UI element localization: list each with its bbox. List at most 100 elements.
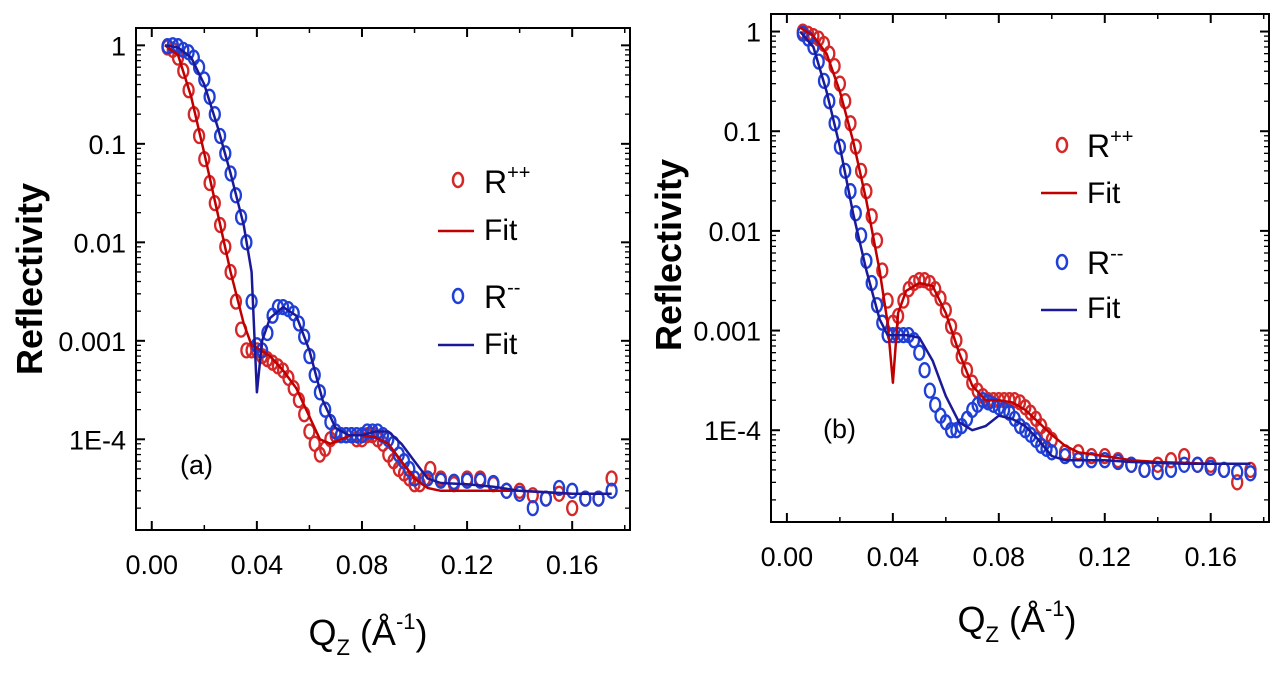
data-point-r-plus — [897, 292, 910, 309]
fit-line-fit-minus — [799, 30, 1251, 466]
data-point-r-plus — [918, 272, 931, 289]
data-point-r-minus — [605, 482, 618, 499]
data-point-r-minus — [907, 332, 921, 349]
legend-marker-r-plus — [1055, 136, 1069, 154]
x-tick-label: 0.08 — [336, 550, 389, 580]
data-point-r-minus — [982, 394, 995, 411]
data-point-r-minus — [229, 187, 243, 204]
x-axis-label-unit: (Å — [999, 599, 1045, 640]
y-tick-label: 0.1 — [723, 117, 761, 147]
y-tick-label: 0.01 — [73, 228, 126, 258]
data-point-r-plus — [934, 290, 947, 307]
data-point-r-minus — [817, 72, 831, 90]
data-point-r-minus — [1125, 456, 1138, 473]
legend-label-fit-plus: Fit — [484, 214, 518, 247]
legend-label-r-minus: R-- — [1087, 243, 1123, 281]
legend-entry-fit-minus: Fit — [438, 328, 518, 361]
series-layer — [796, 23, 1257, 491]
legend: R++ Fit R-- Fit — [1041, 126, 1133, 325]
legend-marker-r-minus — [451, 287, 465, 305]
data-point-r-minus — [913, 344, 926, 361]
data-point-r-minus — [526, 499, 539, 517]
data-point-r-minus — [1231, 463, 1244, 481]
legend-entry-fit-plus: Fit — [1041, 177, 1121, 210]
chart-panel-b: 0.00 0.04 0.08 0.12 0.16 1 0.1 0.01 0.001 1E-4 Re… — [648, 13, 1270, 647]
legend-label-fit-minus: Fit — [484, 328, 518, 361]
panel-label: (b) — [823, 414, 856, 444]
x-axis-label-close: ) — [416, 612, 428, 653]
legend-entry-r-minus: R-- — [451, 277, 520, 315]
legend-label-fit-plus: Fit — [1087, 177, 1121, 210]
x-tick-label: 0.08 — [973, 542, 1026, 572]
x-axis-label-main: Q — [957, 599, 985, 640]
data-point-r-minus — [292, 315, 306, 332]
data-point-r-minus — [918, 362, 931, 379]
data-point-r-plus — [287, 380, 300, 397]
legend-marker-r-minus — [1055, 253, 1069, 271]
data-point-r-minus — [807, 38, 820, 56]
legend-entry-r-plus: R++ — [451, 162, 530, 200]
x-axis-label-main: Q — [308, 612, 336, 653]
legend-label-r-plus-sup: ++ — [507, 162, 530, 184]
legend-label-r-plus: R++ — [1087, 126, 1133, 164]
y-tick-label: 0.001 — [58, 327, 126, 357]
data-point-r-plus — [224, 263, 237, 281]
data-point-r-plus — [605, 470, 618, 487]
data-point-r-plus — [526, 487, 539, 504]
data-point-r-minus — [1138, 461, 1151, 479]
legend-label-fit-minus: Fit — [1087, 292, 1121, 325]
data-point-r-minus — [566, 482, 579, 499]
data-point-r-minus — [833, 138, 847, 155]
plot-frame — [135, 27, 631, 531]
plot-frame — [770, 13, 1270, 523]
y-axis-label: Reflectivity — [648, 159, 689, 351]
data-point-r-plus — [876, 262, 889, 279]
legend-marker-r-plus — [451, 171, 465, 189]
legend-label-r-plus-main: R — [484, 164, 507, 200]
data-point-r-minus — [923, 382, 937, 399]
chart-panel-a: 0.00 0.04 0.08 0.12 0.16 1 0.1 0.01 0.001 1E-4 Re… — [9, 27, 631, 660]
data-point-r-minus — [828, 115, 841, 132]
data-point-r-plus — [870, 232, 884, 249]
legend-label-r-plus-sup: ++ — [1110, 126, 1133, 148]
y-axis-label: Reflectivity — [9, 183, 50, 375]
x-axis-label-sub: Z — [336, 635, 349, 660]
data-point-r-minus — [408, 470, 421, 487]
fit-line-fit-minus — [164, 44, 612, 496]
y-tick-label: 0.001 — [693, 317, 761, 347]
data-point-r-plus — [182, 82, 195, 99]
x-axis-label: QZ (Å-1) — [308, 609, 427, 660]
data-point-r-plus — [944, 318, 958, 335]
data-point-r-plus — [939, 302, 952, 319]
data-point-r-plus — [955, 348, 968, 365]
data-point-r-minus — [1204, 459, 1217, 476]
data-point-r-plus — [303, 423, 316, 440]
data-point-r-plus — [1151, 456, 1164, 473]
legend-label-r-minus-sup: -- — [507, 277, 520, 299]
legend-entry-fit-plus: Fit — [438, 214, 518, 247]
data-point-r-plus — [881, 292, 894, 309]
x-tick-label: 0.12 — [441, 550, 494, 580]
axis-layer: 0.00 0.04 0.08 0.12 0.16 1 0.1 0.01 0.001 1E-4 — [693, 14, 1269, 572]
data-point-r-minus — [219, 145, 232, 162]
data-point-r-minus — [513, 485, 526, 502]
fit-line-fit-plus — [799, 26, 1251, 466]
panel-label: (a) — [180, 450, 213, 480]
data-point-r-plus — [213, 216, 227, 234]
data-point-r-plus — [1008, 392, 1021, 409]
data-point-r-minus — [447, 473, 461, 490]
data-point-r-plus — [177, 62, 190, 80]
data-point-r-minus — [1045, 444, 1058, 461]
legend-label-r-minus-main: R — [484, 279, 507, 315]
x-tick-label: 0.12 — [1078, 542, 1131, 572]
y-tick-label: 0.1 — [88, 130, 126, 160]
data-point-r-minus — [987, 396, 1000, 413]
data-point-r-minus — [421, 470, 434, 487]
data-point-r-plus — [566, 499, 579, 517]
x-axis-label-close: ) — [1065, 599, 1077, 640]
data-point-r-minus — [319, 401, 332, 418]
data-point-r-minus — [944, 422, 958, 439]
data-point-r-minus — [1151, 463, 1164, 481]
y-tick-label: 0.01 — [708, 217, 761, 247]
x-axis-label-exp: -1 — [1045, 596, 1065, 621]
